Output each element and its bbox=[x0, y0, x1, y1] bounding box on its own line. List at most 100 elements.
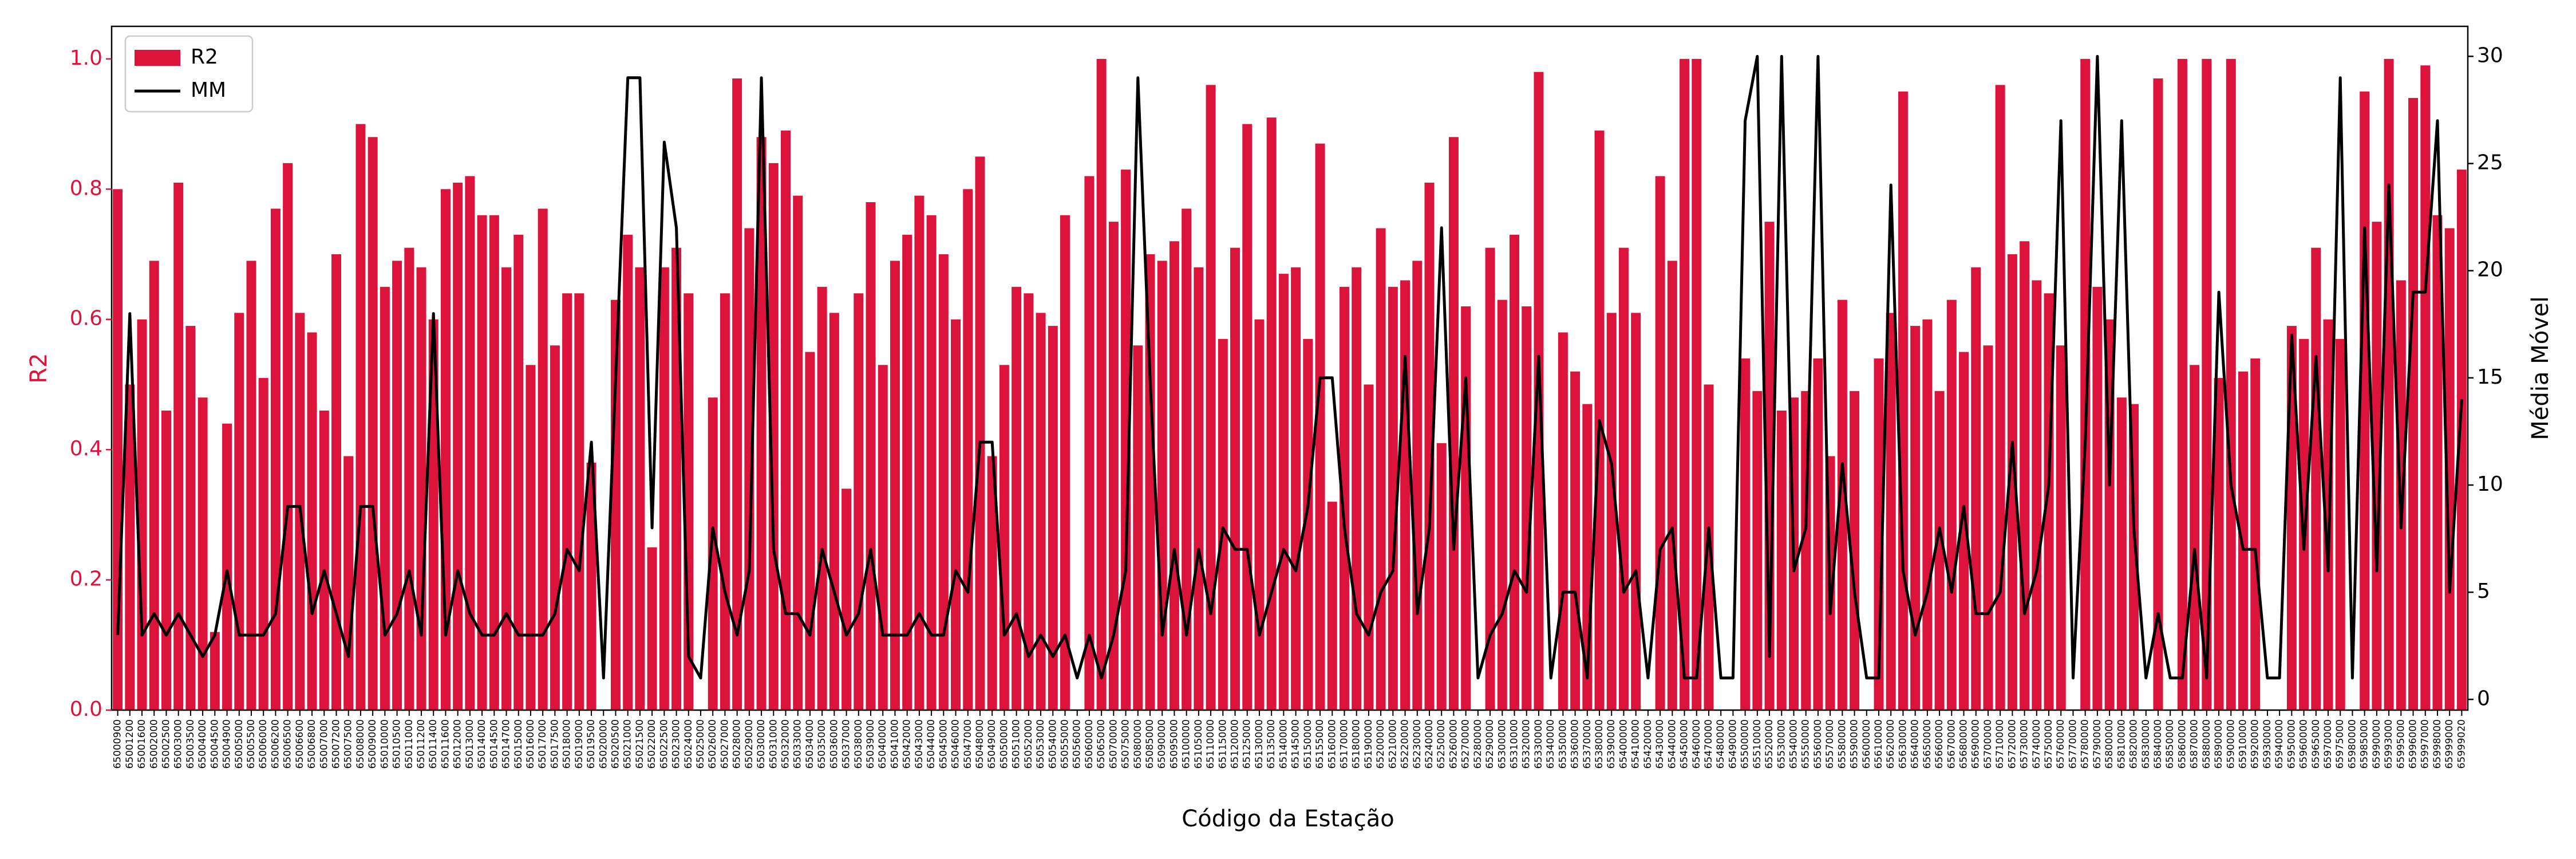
bar bbox=[2190, 365, 2200, 710]
x-tick-label: 65051000 bbox=[1011, 719, 1022, 769]
bar bbox=[2238, 371, 2248, 710]
x-tick-label: 65350000 bbox=[1557, 719, 1568, 769]
bar bbox=[489, 215, 499, 710]
bar bbox=[854, 293, 864, 710]
x-tick-label: 65995000 bbox=[2395, 719, 2407, 769]
bar bbox=[1036, 313, 1046, 710]
bar bbox=[1194, 267, 1204, 710]
bar bbox=[793, 195, 803, 711]
bar bbox=[1485, 247, 1495, 711]
bar bbox=[805, 352, 815, 710]
y2-tick-label: 0 bbox=[2477, 687, 2490, 710]
x-tick-label: 65590000 bbox=[1849, 719, 1860, 769]
x-tick-label: 65060000 bbox=[1084, 719, 1095, 769]
y2-tick-label: 5 bbox=[2477, 580, 2490, 603]
x-tick-label: 65150000 bbox=[1302, 719, 1314, 769]
x-tick-label: 65950000 bbox=[2286, 719, 2297, 769]
bar bbox=[477, 215, 487, 710]
x-tick-label: 65056000 bbox=[1072, 719, 1083, 769]
x-tick-label: 65022500 bbox=[658, 719, 670, 769]
bar bbox=[173, 182, 184, 710]
x-tick-label: 65004900 bbox=[222, 719, 233, 769]
x-tick-label: 65105000 bbox=[1193, 719, 1204, 769]
x-tick-label: 65006600 bbox=[294, 719, 306, 769]
x-tick-label: 65210000 bbox=[1387, 719, 1398, 769]
x-tick-label: 65360000 bbox=[1570, 719, 1581, 769]
x-tick-label: 65090000 bbox=[1156, 719, 1168, 769]
x-tick-label: 65990000 bbox=[2371, 719, 2383, 769]
x-tick-label: 65005000 bbox=[234, 719, 245, 769]
bar bbox=[768, 163, 779, 710]
x-tick-label: 65200000 bbox=[1375, 719, 1386, 769]
x-tick-label: 65021000 bbox=[622, 719, 634, 769]
bar bbox=[1606, 313, 1617, 710]
bar bbox=[914, 195, 924, 711]
x-tick-label: 65004000 bbox=[197, 719, 208, 769]
x-tick-label: 65320000 bbox=[1521, 719, 1532, 769]
x-tick-label: 65670000 bbox=[1946, 719, 1957, 769]
x-tick-label: 65048000 bbox=[974, 719, 986, 769]
x-tick-label: 65290000 bbox=[1484, 719, 1496, 769]
bar bbox=[1510, 234, 1519, 710]
bar bbox=[2311, 247, 2321, 711]
x-tick-label: 65017000 bbox=[537, 719, 548, 769]
x-tick-label: 65001600 bbox=[136, 719, 148, 769]
x-tick-label: 65910000 bbox=[2237, 719, 2249, 769]
x-tick-label: 65038000 bbox=[853, 719, 864, 769]
bar bbox=[1315, 143, 1325, 710]
x-tick-label: 65053000 bbox=[1035, 719, 1046, 769]
bar bbox=[125, 384, 135, 710]
line bbox=[116, 54, 2463, 680]
x-tick-label: 65042000 bbox=[902, 719, 913, 769]
x-axis-title: Código da Estação bbox=[1182, 806, 1394, 832]
x-tick-label: 65650000 bbox=[1922, 719, 1933, 769]
x-tick-label: 65240000 bbox=[1424, 719, 1435, 769]
bar bbox=[501, 267, 512, 710]
bar bbox=[2020, 241, 2030, 710]
x-tick-label: 65013000 bbox=[464, 719, 476, 769]
bar bbox=[586, 462, 596, 710]
bar bbox=[1461, 306, 1471, 710]
x-tick-label: 65810000 bbox=[2116, 719, 2127, 769]
x-tick-label: 65340000 bbox=[1545, 719, 1556, 769]
x-tick-label: 65985000 bbox=[2359, 719, 2370, 769]
x-tick-label: 65019000 bbox=[574, 719, 585, 769]
bar bbox=[2250, 358, 2261, 710]
x-tick-label: 65520000 bbox=[1764, 719, 1775, 769]
bar bbox=[1048, 326, 1058, 710]
bar bbox=[1752, 391, 1763, 710]
bar bbox=[319, 410, 329, 710]
x-tick-label: 65920000 bbox=[2250, 719, 2261, 769]
x-tick-label: 65065000 bbox=[1096, 719, 1107, 769]
x-tick-label: 65019500 bbox=[586, 719, 597, 769]
bar bbox=[2153, 78, 2163, 710]
x-tick-label: 65070000 bbox=[1108, 719, 1119, 769]
x-tick-label: 65790000 bbox=[2092, 719, 2103, 769]
x-tick-label: 65003500 bbox=[185, 719, 196, 769]
bar bbox=[1169, 241, 1179, 710]
legend-frame bbox=[124, 35, 254, 113]
x-tick-label: 65055000 bbox=[1059, 719, 1070, 769]
x-tick-label: 65009000 bbox=[367, 719, 378, 769]
x-tick-label: 65110000 bbox=[1205, 719, 1216, 769]
bar bbox=[1145, 254, 1155, 710]
bar bbox=[513, 234, 524, 710]
x-tick-label: 65930000 bbox=[2262, 719, 2273, 769]
x-tick-label: 65006000 bbox=[258, 719, 269, 769]
bar bbox=[246, 261, 256, 710]
bar bbox=[2408, 98, 2419, 711]
bar bbox=[1618, 247, 1629, 711]
bar bbox=[1424, 182, 1435, 710]
x-tick-label: 65043000 bbox=[914, 719, 925, 769]
legend-swatch bbox=[135, 50, 180, 66]
bar bbox=[1206, 85, 1216, 710]
x-tick-label: 65002000 bbox=[148, 719, 160, 769]
x-tick-label: 65310000 bbox=[1509, 719, 1520, 769]
x-tick-label: 65028000 bbox=[732, 719, 743, 769]
bar bbox=[2007, 254, 2017, 710]
x-tick-label: 65800000 bbox=[2104, 719, 2115, 769]
x-tick-label: 65135000 bbox=[1266, 719, 1277, 769]
bar bbox=[368, 137, 378, 711]
x-tick-label: 65970000 bbox=[2322, 719, 2334, 769]
x-tick-label: 65480000 bbox=[1715, 719, 1726, 769]
